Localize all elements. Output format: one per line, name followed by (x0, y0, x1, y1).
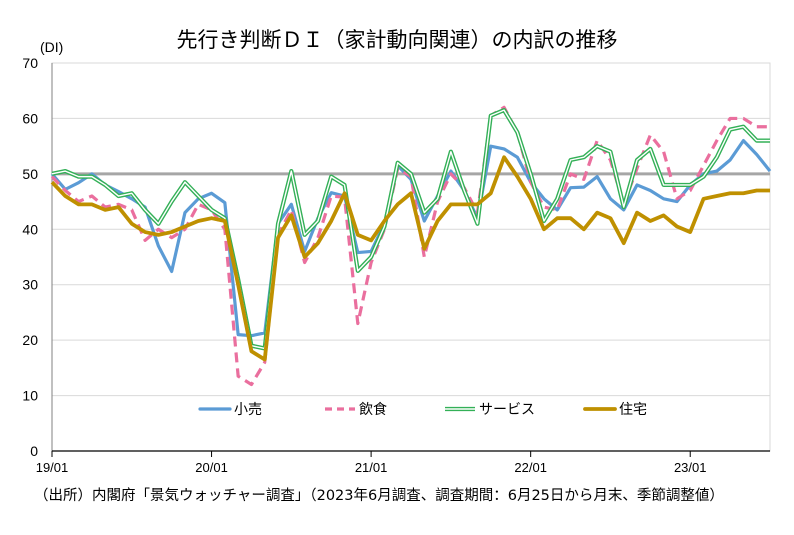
y-tick-label: 20 (22, 332, 38, 348)
series-line (50, 139, 772, 338)
x-tick-label: 22/01 (514, 460, 547, 475)
plot-area-frame (51, 62, 771, 452)
legend-label: 小売 (234, 402, 262, 418)
series-サービス (51, 108, 770, 351)
y-tick-label: 30 (22, 277, 38, 293)
legend-item: 飲食 (325, 401, 387, 418)
y-tick-label: 10 (22, 388, 38, 404)
y-tick-label: 0 (30, 443, 38, 459)
y-axis-label: (DI) (40, 39, 63, 55)
chart-title: 先行き判断ＤＩ（家計動向関連）の内訳の推移 (176, 28, 618, 52)
legend-label: サービス (479, 402, 535, 418)
series-住宅 (50, 155, 770, 362)
legend-label: 飲食 (359, 401, 387, 418)
legend-item: 小売 (198, 402, 262, 418)
legend-label: 住宅 (619, 402, 647, 418)
series-line (50, 155, 770, 362)
y-tick-label: 70 (22, 55, 38, 71)
legend-item: 住宅 (583, 402, 647, 418)
series-小売 (50, 139, 772, 338)
source-note: （出所）内閣府「景気ウォッチャー調査」（2023年6月調査、調査期間：6月25日… (34, 488, 724, 504)
y-tick-label: 50 (22, 166, 38, 182)
x-tick-label: 21/01 (355, 460, 388, 475)
x-tick-label: 23/01 (674, 460, 707, 475)
x-tick-label: 19/01 (36, 460, 69, 475)
y-tick-label: 40 (22, 221, 38, 237)
series-line-inner (51, 109, 770, 350)
x-tick-label: 20/01 (195, 460, 228, 475)
y-tick-label: 60 (22, 110, 38, 126)
legend-item: サービス (445, 402, 535, 418)
